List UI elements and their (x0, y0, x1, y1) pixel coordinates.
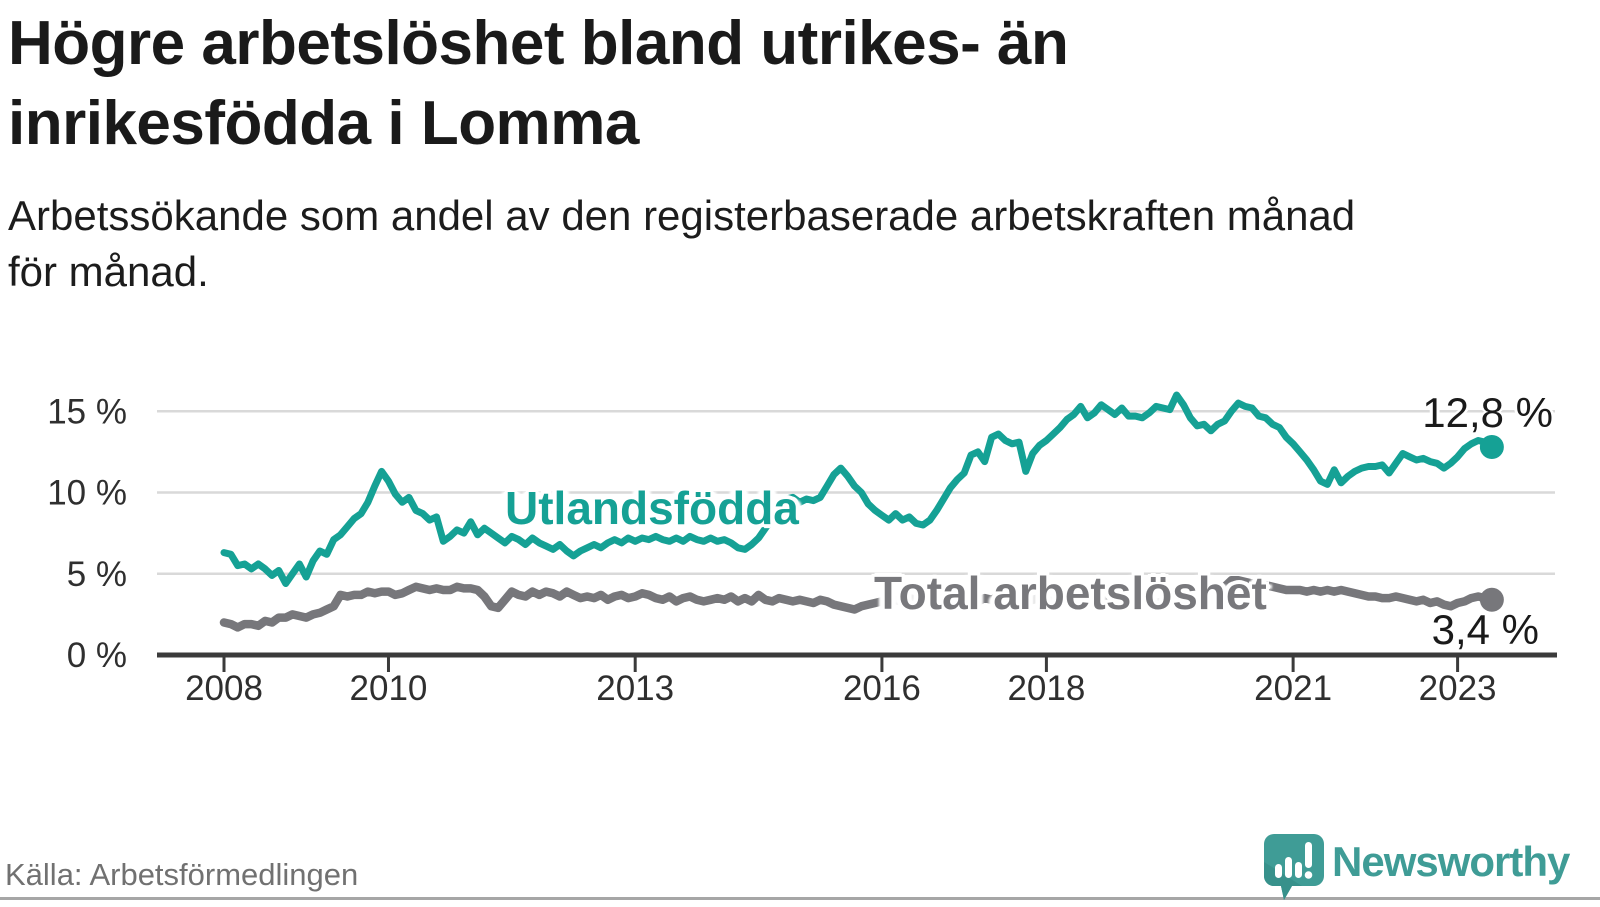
x-axis-label-2016: 2016 (843, 669, 921, 708)
series-line-total (219, 576, 1497, 632)
y-axis-label-10: 10 % (47, 474, 127, 513)
x-axis-label-2021: 2021 (1254, 669, 1332, 708)
series-end-dot-utlandsfodda (1479, 435, 1504, 459)
newsworthy-brand: Newsworthy (1262, 832, 1600, 900)
x-axis-label-2008: 2008 (185, 669, 263, 708)
newsworthy-logo-icon (1264, 834, 1324, 900)
series-end-dot-total (1479, 587, 1504, 612)
chart-subtitle: Arbetssökande som andel av den registerb… (8, 192, 1356, 239)
page-title: Högre arbetslöshet bland utrikes- än (8, 9, 1069, 78)
end-value-label-utlandsfodda: 12,8 % (1422, 389, 1553, 436)
source-note: Källa: Arbetsförmedlingen (5, 857, 359, 892)
series-line-utlandsfodda (220, 391, 1496, 587)
series-label-total-arbetsloshet: Total arbetslöshet (874, 567, 1267, 619)
chart-subtitle-line2: för månad. (8, 248, 209, 295)
y-axis-label-15: 15 % (47, 392, 127, 431)
x-axis-label-2023: 2023 (1419, 669, 1497, 708)
page-title-line2: inrikesfödda i Lomma (8, 89, 639, 158)
y-axis-label-0: 0 % (67, 636, 127, 675)
brand-name: Newsworthy (1332, 838, 1570, 885)
x-axis-label-2018: 2018 (1007, 669, 1085, 708)
x-axis-label-2010: 2010 (350, 669, 428, 708)
end-value-label-total: 3,4 % (1431, 606, 1539, 653)
y-axis-label-5: 5 % (67, 555, 127, 594)
series-label-utlandsfodda: Utlandsfödda (505, 482, 799, 534)
x-axis-label-2013: 2013 (596, 669, 674, 708)
